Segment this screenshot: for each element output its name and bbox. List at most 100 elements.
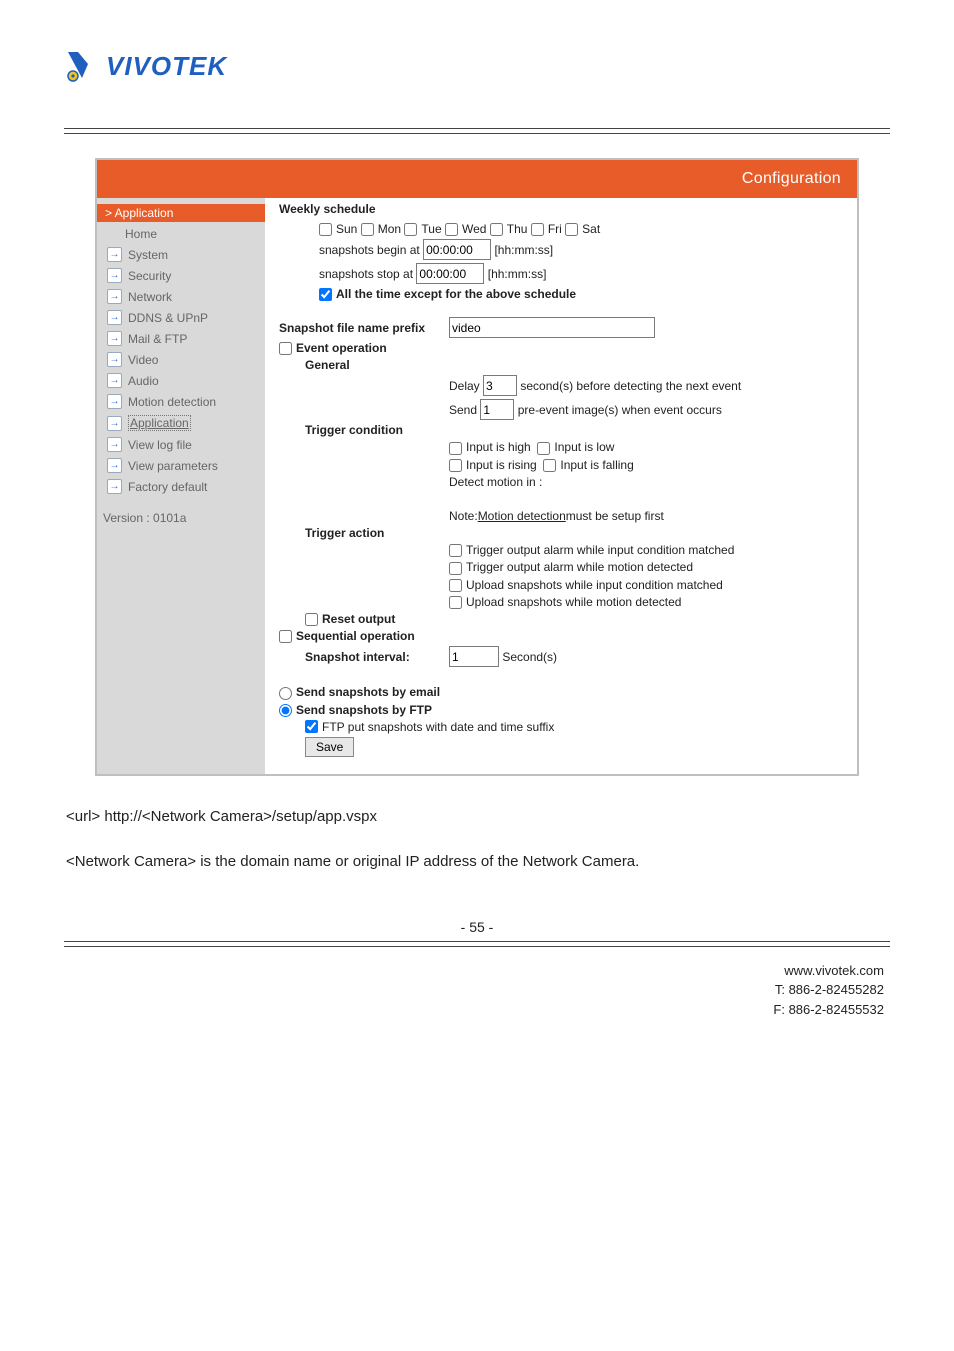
arrow-icon: → (107, 458, 122, 473)
sidebar-item-ddns-upnp[interactable]: →DDNS & UPnP (97, 307, 265, 328)
arrow-icon: → (107, 268, 122, 283)
snapshots-stop-input[interactable] (416, 263, 484, 284)
copy-line-1: <url> http://<Network Camera>/setup/app.… (66, 804, 888, 830)
sidebar-item-system[interactable]: →System (97, 244, 265, 265)
snapshots-begin-input[interactable] (423, 239, 491, 260)
action-2[interactable]: Trigger output alarm while motion detect… (449, 560, 693, 574)
trigger-condition-label: Trigger condition (305, 423, 403, 437)
day-wed-checkbox[interactable] (445, 223, 458, 236)
send-input[interactable] (480, 399, 514, 420)
sidebar-item-label: Mail & FTP (128, 332, 187, 346)
sidebar-item-network[interactable]: →Network (97, 286, 265, 307)
page-number: - 55 - (64, 919, 890, 935)
sidebar-item-label: Video (128, 353, 158, 367)
motion-detection-link[interactable]: Motion detection (478, 509, 566, 523)
sidebar-item-label: DDNS & UPnP (128, 311, 208, 325)
input-high[interactable]: Input is high (449, 440, 531, 454)
input-high-checkbox[interactable] (449, 442, 462, 455)
trigger-action-row: Trigger action (279, 526, 843, 540)
sidebar-item-label: View parameters (128, 459, 218, 473)
sidebar-item-audio[interactable]: →Audio (97, 370, 265, 391)
send-by-email-radio[interactable] (279, 687, 292, 700)
snapshots-stop-row: snapshots stop at [hh:mm:ss] (279, 263, 843, 284)
sidebar-item-video[interactable]: →Video (97, 349, 265, 370)
breadcrumb: > Application (97, 204, 265, 222)
input-low[interactable]: Input is low (537, 440, 614, 454)
sidebar-item-label: Audio (128, 374, 159, 388)
action-4[interactable]: Upload snapshots while motion detected (449, 595, 681, 609)
note-row: Note: Motion detection must be setup fir… (279, 509, 843, 523)
day-mon-checkbox[interactable] (361, 223, 374, 236)
snapshot-interval-input[interactable] (449, 646, 499, 667)
send-by-ftp[interactable]: Send snapshots by FTP (279, 703, 432, 717)
event-operation-checkbox[interactable] (279, 342, 292, 355)
action-4-row: Upload snapshots while motion detected (279, 595, 843, 609)
footer: www.vivotek.com T: 886-2-82455282 F: 886… (64, 961, 890, 1020)
day-thu[interactable]: Thu (490, 222, 528, 236)
day-wed[interactable]: Wed (445, 222, 486, 236)
sidebar-item-label: Application (128, 415, 191, 431)
send-row: Send pre-event image(s) when event occur… (279, 399, 843, 420)
sidebar-item-mail-ftp[interactable]: →Mail & FTP (97, 328, 265, 349)
send-ftp-row: Send snapshots by FTP (279, 703, 843, 717)
sidebar-item-security[interactable]: →Security (97, 265, 265, 286)
action-4-checkbox[interactable] (449, 596, 462, 609)
day-sun-checkbox[interactable] (319, 223, 332, 236)
input-low-checkbox[interactable] (537, 442, 550, 455)
reset-output-checkbox[interactable] (305, 613, 318, 626)
input-level-row: Input is high Input is low (279, 440, 843, 454)
action-3[interactable]: Upload snapshots while input condition m… (449, 578, 723, 592)
all-time-except-row: All the time except for the above schedu… (279, 287, 843, 301)
prefix-input[interactable] (449, 317, 655, 338)
ftp-suffix-checkbox[interactable] (305, 720, 318, 733)
prefix-label: Snapshot file name prefix (279, 321, 449, 335)
day-fri-checkbox[interactable] (531, 223, 544, 236)
input-rising[interactable]: Input is rising (449, 458, 537, 472)
day-tue-checkbox[interactable] (404, 223, 417, 236)
input-falling[interactable]: Input is falling (543, 458, 633, 472)
sequential-operation-checkbox[interactable] (279, 630, 292, 643)
send-by-email[interactable]: Send snapshots by email (279, 685, 440, 699)
all-time-except-checkbox[interactable] (319, 288, 332, 301)
action-1-row: Trigger output alarm while input conditi… (279, 543, 843, 557)
day-tue[interactable]: Tue (404, 222, 441, 236)
sidebar-item-view-log-file[interactable]: →View log file (97, 434, 265, 455)
sidebar-item-label: System (128, 248, 168, 262)
input-edge-row: Input is rising Input is falling (279, 458, 843, 472)
sidebar-item-view-parameters[interactable]: → View parameters (97, 455, 265, 476)
day-sat[interactable]: Sat (565, 222, 600, 236)
weekly-schedule-title: Weekly schedule (279, 202, 843, 216)
delay-suffix: second(s) before detecting the next even… (520, 379, 741, 393)
all-time-except-label: All the time except for the above schedu… (336, 287, 576, 301)
general-label: General (305, 358, 350, 372)
action-1-checkbox[interactable] (449, 544, 462, 557)
sequential-operation-row: Sequential operation (279, 629, 843, 643)
input-falling-checkbox[interactable] (543, 459, 556, 472)
snapshot-interval-label: Snapshot interval: (305, 650, 449, 664)
day-sat-checkbox[interactable] (565, 223, 578, 236)
delay-input[interactable] (483, 375, 517, 396)
sidebar-item-application[interactable]: →Application (97, 412, 265, 434)
day-fri[interactable]: Fri (531, 222, 562, 236)
version-label: Version : 0101a (97, 497, 265, 525)
nav-home[interactable]: Home (97, 224, 265, 244)
arrow-icon: → (107, 289, 122, 304)
day-sun[interactable]: Sun (319, 222, 357, 236)
sidebar-item-factory-default[interactable]: →Factory default (97, 476, 265, 497)
sidebar-item-motion-detection[interactable]: →Motion detection (97, 391, 265, 412)
sequential-operation-label: Sequential operation (296, 629, 415, 643)
sidebar: > Application Home →System→Security→Netw… (97, 198, 265, 774)
action-2-checkbox[interactable] (449, 562, 462, 575)
day-thu-checkbox[interactable] (490, 223, 503, 236)
day-mon[interactable]: Mon (361, 222, 401, 236)
sidebar-item-label: View log file (128, 438, 192, 452)
action-1[interactable]: Trigger output alarm while input conditi… (449, 543, 734, 557)
copy-line-2: <Network Camera> is the domain name or o… (66, 849, 888, 875)
prefix-row: Snapshot file name prefix (279, 317, 843, 338)
save-button[interactable]: Save (305, 737, 354, 757)
action-3-checkbox[interactable] (449, 579, 462, 592)
detect-motion-row: Detect motion in : (279, 475, 843, 489)
days-row: Sun Mon Tue Wed Thu Fri Sat (279, 222, 843, 236)
input-rising-checkbox[interactable] (449, 459, 462, 472)
send-by-ftp-radio[interactable] (279, 704, 292, 717)
